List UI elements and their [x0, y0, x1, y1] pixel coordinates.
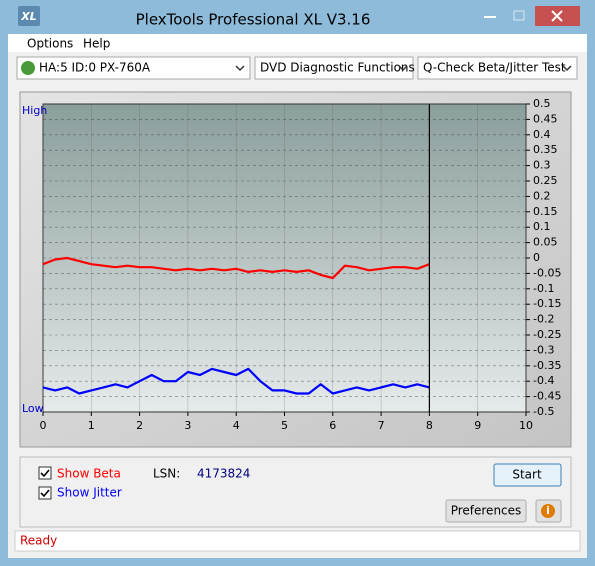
y-tick-label: -0.15	[533, 297, 561, 310]
x-tick-label: 6	[329, 419, 336, 432]
lsn-label: LSN:	[153, 467, 180, 481]
check-mark	[40, 489, 50, 498]
maximize-button[interactable]	[506, 6, 532, 26]
start-button-text: Start	[512, 468, 542, 482]
y-tick-label: -0.1	[533, 282, 554, 295]
y-tick-label: -0.45	[533, 390, 561, 403]
test-select-text: Q-Check Beta/Jitter Test	[423, 61, 566, 75]
dropdown-arrow	[235, 65, 245, 72]
window-title: PlexTools Professional XL V3.16	[136, 11, 371, 29]
x-tick-label: 1	[88, 419, 95, 432]
close-icon	[551, 10, 563, 22]
dropdown-arrow	[562, 65, 572, 72]
x-tick-label: 5	[281, 419, 288, 432]
x-tick-label: 0	[40, 419, 47, 432]
x-tick-label: 10	[519, 419, 533, 432]
y-tick-label: 0.25	[533, 174, 558, 187]
y-tick-label: -0.3	[533, 343, 554, 356]
preferences-button[interactable]	[445, 499, 527, 523]
app-icon-text: XL	[20, 10, 37, 23]
y-tick-label: 0.5	[533, 97, 551, 110]
y-tick-label: 0.3	[533, 159, 551, 172]
menu-item[interactable]: Help	[83, 37, 110, 51]
y-tick-label: -0.2	[533, 313, 554, 326]
maximize-icon	[513, 10, 525, 21]
y-tick-label: -0.35	[533, 359, 561, 372]
check-mark	[40, 469, 50, 478]
y-tick-label: 0	[533, 251, 540, 264]
y-tick-label: 0.2	[533, 189, 551, 202]
lsn-value: 4173824	[197, 467, 250, 481]
menu-bar	[8, 34, 587, 52]
function-select-text: DVD Diagnostic Functions	[260, 61, 415, 75]
preferences-button-text: Preferences	[451, 504, 522, 518]
checkbox[interactable]	[38, 466, 52, 480]
drive-select[interactable]	[16, 56, 251, 80]
low-label: Low	[22, 402, 44, 415]
checkbox[interactable]	[38, 486, 52, 500]
drive-icon	[21, 61, 35, 75]
status-text: Ready	[20, 534, 57, 548]
y-tick-label: 0.05	[533, 236, 558, 249]
dropdown-arrow	[398, 65, 408, 72]
x-tick-label: 3	[184, 419, 191, 432]
y-tick-label: 0.35	[533, 143, 558, 156]
y-tick-label: 0.45	[533, 112, 558, 125]
chart: High Low 0.50.450.40.350.30.250.20.150.1…	[22, 97, 561, 432]
show-jitter-label[interactable]: Show Jitter	[57, 486, 122, 500]
info-icon-text: i	[546, 504, 550, 517]
app-icon	[18, 6, 40, 26]
high-label: High	[22, 104, 47, 117]
info-icon	[541, 504, 555, 518]
test-select[interactable]	[417, 56, 578, 80]
start-button[interactable]	[493, 463, 562, 487]
series-line	[42, 256, 430, 280]
menu-item[interactable]: Options	[27, 37, 73, 51]
series-line	[42, 367, 430, 395]
status-bar	[14, 530, 581, 552]
y-tick-label: -0.25	[533, 328, 561, 341]
function-select[interactable]	[254, 56, 414, 80]
x-tick-label: 7	[378, 419, 385, 432]
y-tick-label: 0.15	[533, 205, 558, 218]
y-tick-label: 0.1	[533, 220, 551, 233]
y-tick-label: -0.4	[533, 374, 554, 387]
x-tick-label: 4	[233, 419, 240, 432]
y-tick-label: -0.05	[533, 266, 561, 279]
drive-select-text: HA:5 ID:0 PX-760A	[39, 61, 151, 75]
y-tick-label: -0.5	[533, 405, 554, 418]
x-tick-label: 9	[474, 419, 481, 432]
x-tick-label: 2	[136, 419, 143, 432]
x-tick-label: 8	[426, 419, 433, 432]
show-beta-label[interactable]: Show Beta	[57, 467, 121, 481]
y-tick-label: 0.4	[533, 128, 551, 141]
